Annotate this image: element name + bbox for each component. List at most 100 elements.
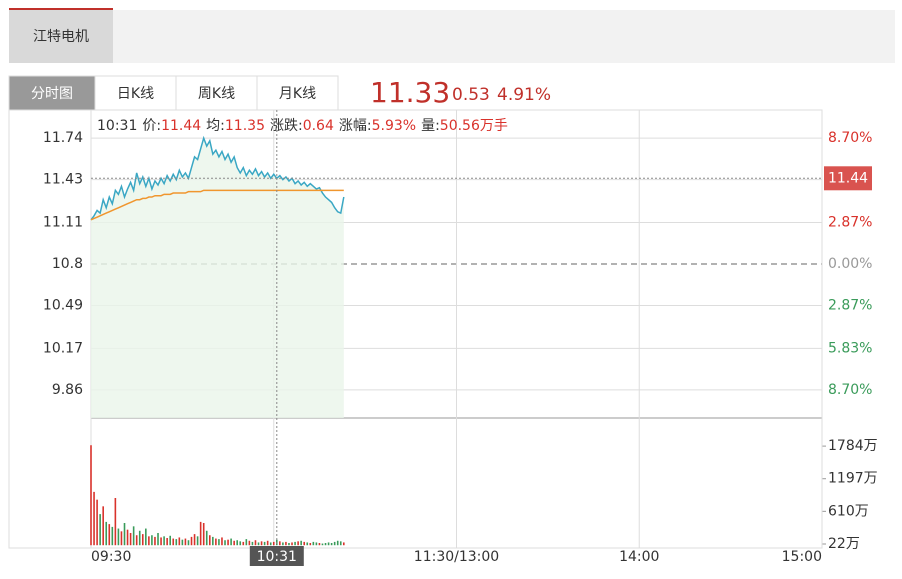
volume-bar bbox=[145, 528, 147, 546]
volume-bar bbox=[202, 523, 205, 546]
tab[interactable] bbox=[175, 75, 258, 111]
header-bar bbox=[9, 10, 895, 63]
volume-bar bbox=[239, 541, 242, 546]
cursor-time: 10:31 bbox=[257, 549, 297, 565]
volume-bar bbox=[163, 536, 165, 546]
info-value: 50.56万手 bbox=[440, 118, 508, 134]
volume-bar bbox=[132, 526, 135, 546]
volume-bar bbox=[221, 537, 223, 546]
volume-bar bbox=[154, 536, 156, 546]
y-right-label: 2.87% bbox=[828, 298, 872, 314]
volume-bar bbox=[215, 538, 217, 546]
volume-bar bbox=[321, 543, 324, 546]
volume-bar bbox=[135, 535, 138, 546]
volume-bar bbox=[333, 541, 336, 546]
stock-tab[interactable]: 江特电机 bbox=[33, 29, 89, 45]
quote-price: 11.33 bbox=[370, 76, 450, 109]
volume-bar bbox=[269, 542, 272, 546]
info-label: 均: bbox=[206, 118, 225, 134]
y-right-label: 2.87% bbox=[828, 214, 872, 230]
volume-bar bbox=[160, 537, 162, 546]
volume-bar bbox=[178, 537, 181, 546]
volume-bar bbox=[212, 536, 214, 546]
volume-bar bbox=[190, 536, 193, 546]
volume-bar bbox=[199, 521, 202, 546]
tab-label[interactable]: 日K线 bbox=[117, 86, 154, 102]
volume-bar bbox=[242, 541, 245, 546]
volume-bar bbox=[336, 540, 339, 546]
volume-bar bbox=[169, 535, 171, 546]
volume-bar bbox=[233, 540, 235, 546]
volume-tick-label: 1197万 bbox=[828, 471, 878, 487]
cursor-time-box bbox=[249, 546, 304, 566]
stock-tab-bg[interactable] bbox=[9, 10, 113, 63]
volume-bar bbox=[172, 538, 175, 546]
y-tick-label: 9.86 bbox=[52, 382, 83, 398]
volume-bar bbox=[254, 540, 257, 546]
volume-bar bbox=[343, 542, 345, 546]
y-tick-label: 11.11 bbox=[43, 214, 83, 230]
volume-bar bbox=[245, 539, 248, 546]
volume-bar bbox=[99, 514, 101, 546]
volume-bar bbox=[309, 543, 312, 546]
x-tick-label: 15:00 bbox=[782, 549, 822, 565]
info-time: 10:31 bbox=[97, 118, 137, 134]
y-tick-label: 10.49 bbox=[43, 298, 83, 314]
volume-bar bbox=[205, 530, 208, 546]
volume-bar bbox=[126, 529, 129, 546]
volume-bar bbox=[157, 533, 159, 546]
volume-bar bbox=[96, 499, 98, 546]
tab-label[interactable]: 月K线 bbox=[279, 86, 316, 102]
volume-bar bbox=[339, 541, 342, 546]
volume-bar bbox=[227, 539, 229, 546]
stock-tab-accent bbox=[9, 8, 113, 10]
volume-bar bbox=[184, 538, 187, 546]
volume-bar bbox=[138, 530, 141, 546]
price-area bbox=[91, 138, 344, 418]
volume-bar bbox=[129, 533, 132, 546]
volume-bar bbox=[114, 498, 117, 546]
chart: 11.74 8.70% 11.43 11.11 2.87% 10.8 0.00% 10.49 2… bbox=[8, 109, 878, 566]
volume-bar bbox=[248, 540, 251, 546]
volume-tick-label: 610万 bbox=[828, 503, 869, 519]
volume-bar bbox=[148, 536, 150, 546]
tab-label[interactable]: 周K线 bbox=[198, 86, 235, 102]
volume-bar bbox=[90, 445, 92, 546]
volume-bar bbox=[111, 526, 114, 546]
price-line bbox=[90, 135, 345, 221]
volume-bar bbox=[318, 543, 321, 546]
volume-bar bbox=[282, 542, 284, 546]
average-line bbox=[90, 189, 344, 221]
info-value: 0.64 bbox=[303, 118, 334, 134]
tab[interactable] bbox=[94, 75, 177, 111]
tab[interactable] bbox=[8, 75, 96, 111]
volume-bar bbox=[230, 538, 232, 546]
volume-bar bbox=[266, 540, 269, 546]
info-label: 涨幅: bbox=[339, 118, 372, 134]
volume-bar bbox=[306, 542, 309, 546]
volume-bar bbox=[196, 536, 199, 546]
volume-bar bbox=[288, 543, 290, 546]
volume-bar bbox=[294, 541, 296, 546]
cursor-price: 11.44 bbox=[828, 170, 868, 186]
volume-bar bbox=[330, 543, 333, 546]
volume-bar bbox=[300, 540, 302, 546]
x-tick-label: 09:30 bbox=[91, 549, 131, 565]
volume-bar bbox=[218, 539, 220, 546]
volume-bar bbox=[105, 521, 108, 546]
y-tick-label: 10.8 bbox=[52, 256, 83, 272]
volume-bar bbox=[263, 541, 266, 546]
volume-bar bbox=[224, 540, 226, 546]
volume-bar bbox=[166, 538, 168, 546]
info-value: 11.35 bbox=[225, 118, 265, 134]
volume-bar bbox=[208, 535, 211, 546]
volume-bar bbox=[93, 491, 95, 546]
volume-bar bbox=[187, 540, 190, 546]
y-right-label: 0.00% bbox=[828, 256, 872, 272]
info-value: 5.93% bbox=[372, 118, 416, 134]
tab-label[interactable]: 分时图 bbox=[31, 86, 73, 102]
cursor-price-box bbox=[824, 166, 872, 191]
volume-bar bbox=[315, 542, 318, 546]
volume-bar bbox=[117, 528, 120, 546]
